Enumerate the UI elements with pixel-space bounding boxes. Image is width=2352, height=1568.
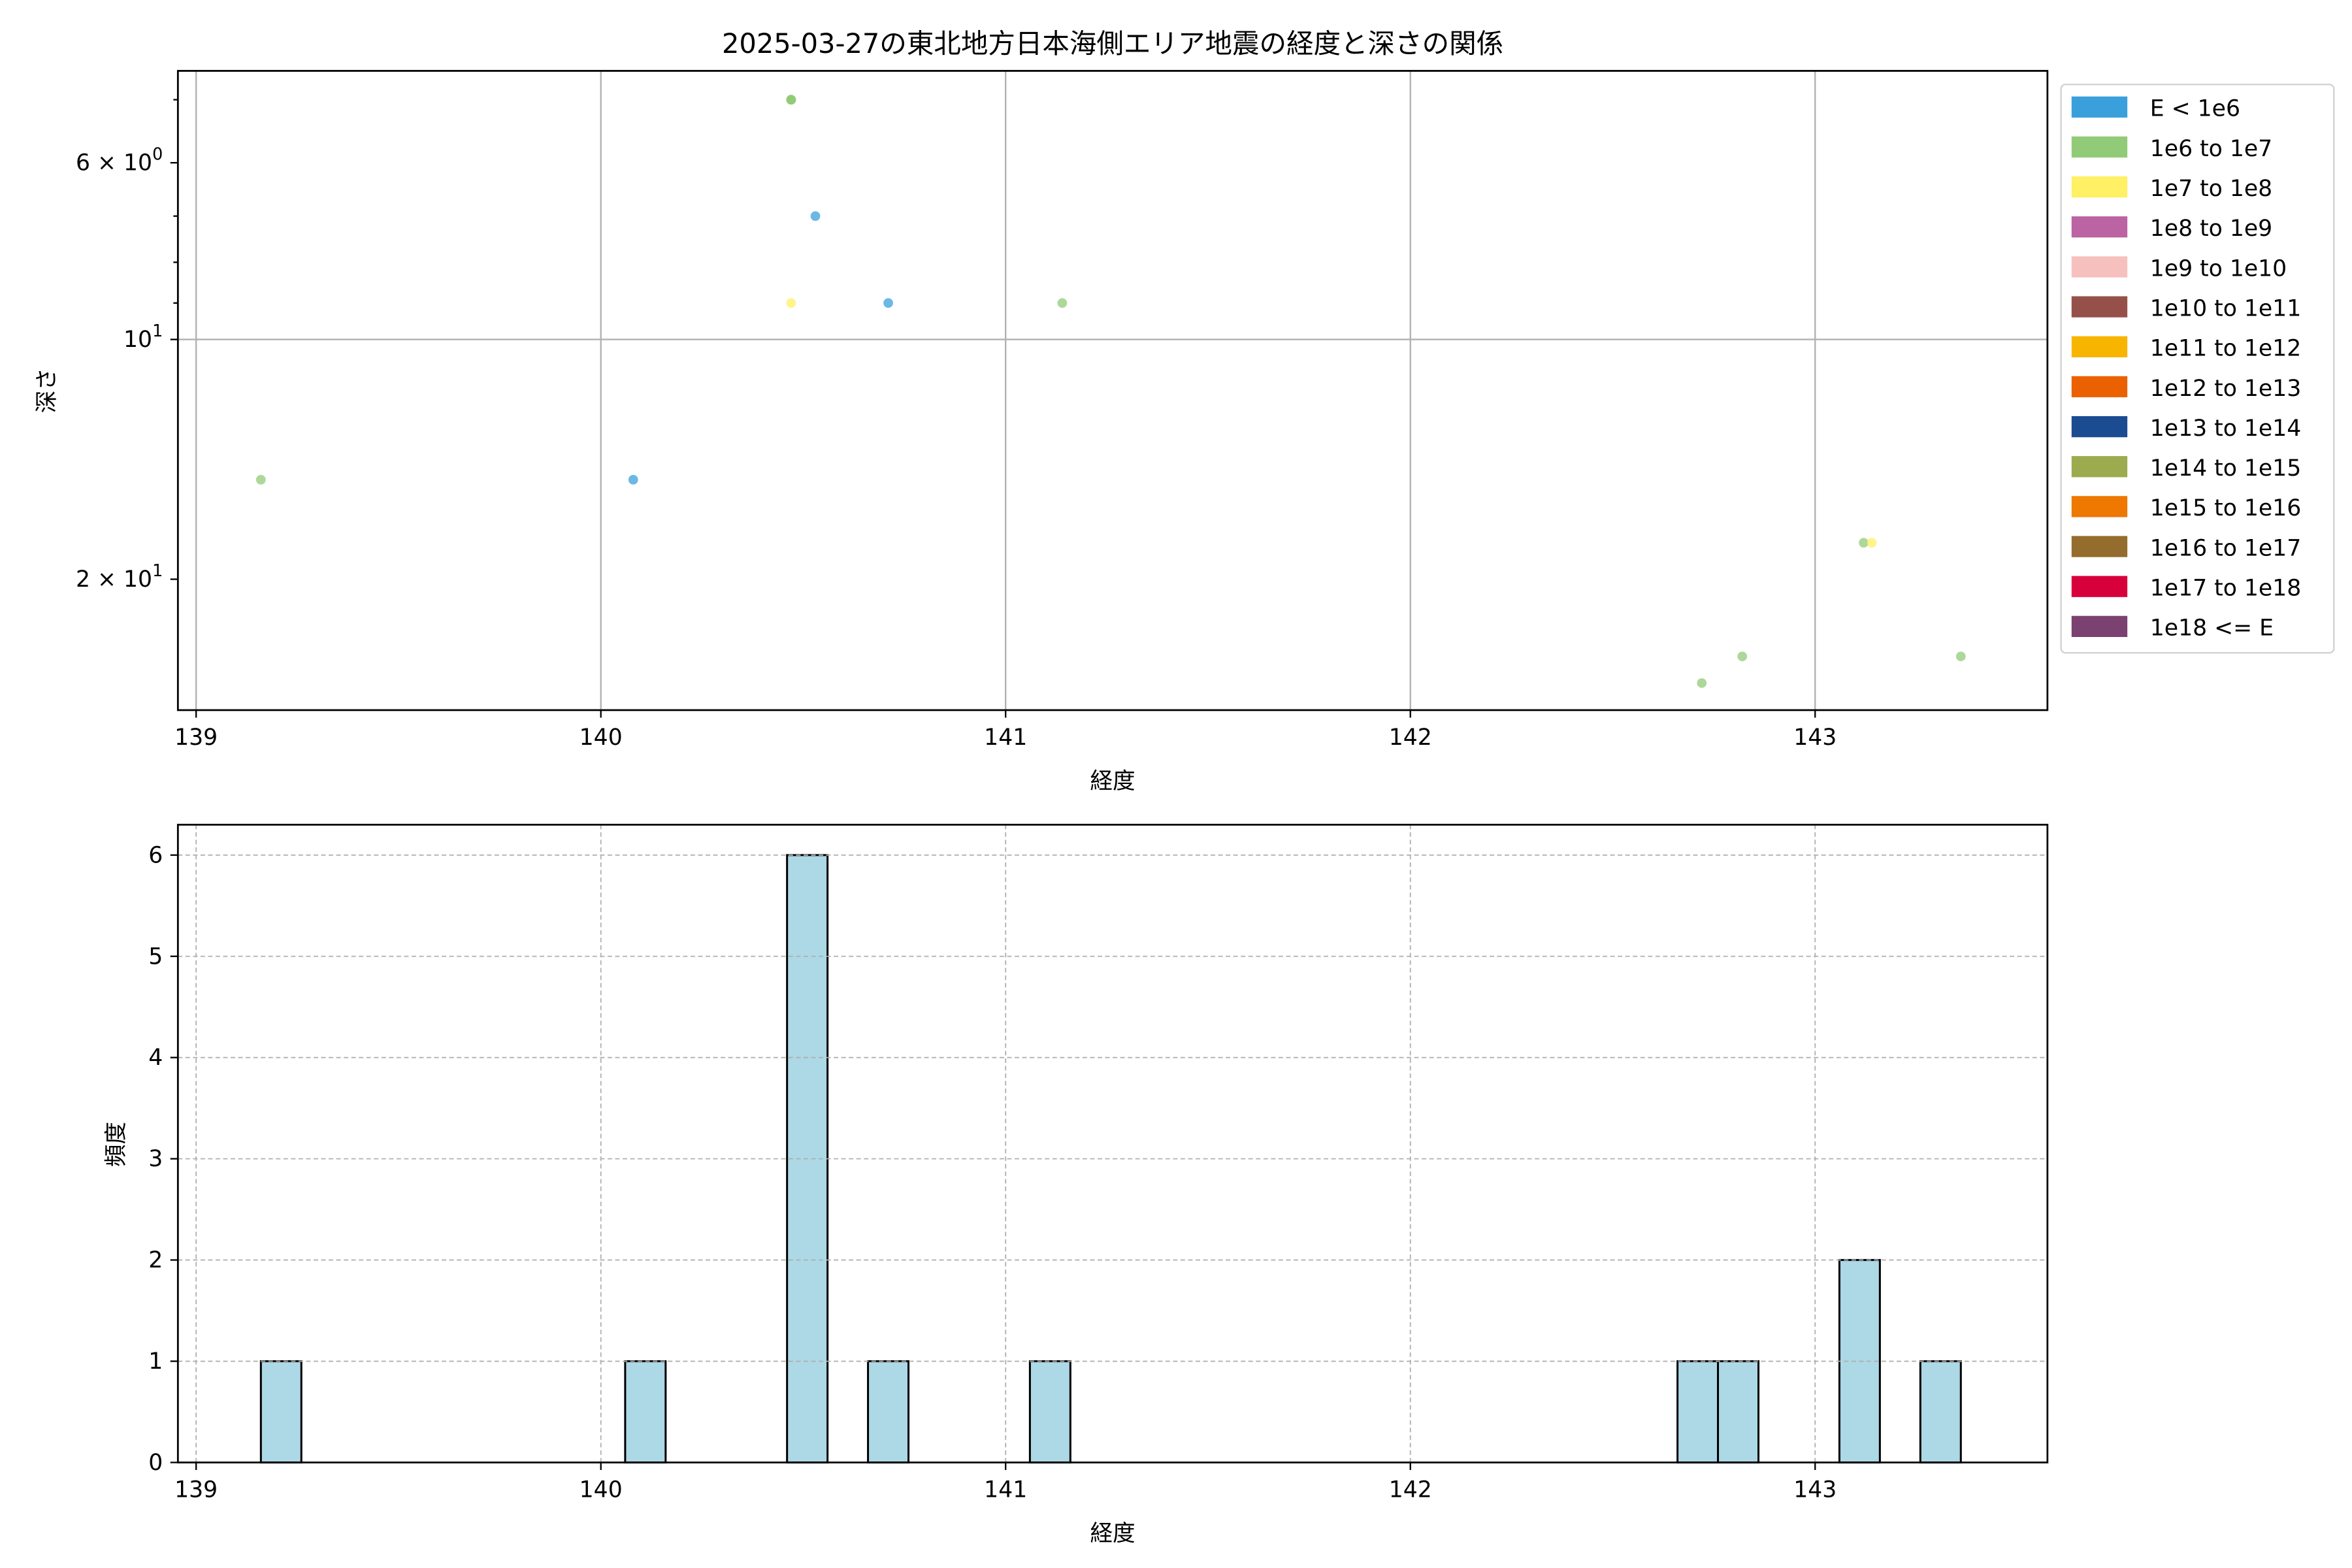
scatter-plot: 139 140 141 142 143 6 × 100 101 2 × 101 <box>76 70 2049 751</box>
x-tick-label: 143 <box>1793 1477 1837 1503</box>
legend-label: 1e7 to 1e8 <box>2150 176 2272 202</box>
legend-label: 1e13 to 1e14 <box>2150 416 2301 442</box>
histogram-bar <box>624 1360 667 1463</box>
y-tick-label: 3 <box>148 1146 163 1172</box>
hist-y-label: 頻度 <box>103 1122 129 1167</box>
histogram-bar <box>259 1360 302 1463</box>
legend-label: E < 1e6 <box>2150 96 2240 122</box>
y-tick-label: 4 <box>148 1045 163 1071</box>
histogram-bar <box>1919 1360 1962 1463</box>
scatter-y-label: 深さ <box>34 368 60 413</box>
plot-area <box>178 71 2048 710</box>
x-tick-label: 143 <box>1793 725 1837 751</box>
histogram-plot: 139 140 141 142 143 0 1 2 3 4 5 6 <box>148 823 2049 1503</box>
legend: E < 1e6 1e6 to 1e7 1e7 to 1e8 1e8 to 1e9 1e9… <box>2060 84 2335 654</box>
legend-label: 1e8 to 1e9 <box>2150 216 2272 242</box>
histogram-bar <box>1717 1360 1760 1463</box>
legend-swatch <box>2071 416 2128 438</box>
y-tick-label: 6 <box>148 842 163 868</box>
hist-x-label: 経度 <box>1090 1520 1135 1546</box>
x-tick-label: 142 <box>1389 725 1432 751</box>
data-point <box>786 298 796 308</box>
data-point <box>255 474 266 485</box>
x-tick-label: 140 <box>580 725 623 751</box>
legend-box <box>2060 84 2335 654</box>
y-tick-label: 2 <box>148 1247 163 1273</box>
legend-swatch <box>2071 376 2128 398</box>
legend-swatch <box>2071 615 2128 637</box>
legend-swatch <box>2071 176 2128 198</box>
legend-swatch <box>2071 296 2128 318</box>
plot-frame <box>176 70 2049 711</box>
legend-label: 1e9 to 1e10 <box>2150 255 2287 282</box>
data-point <box>1867 538 1877 548</box>
x-tick-label: 140 <box>580 1477 623 1503</box>
y-tick-label: 101 <box>123 321 163 353</box>
legend-label: 1e18 <= E <box>2150 615 2274 642</box>
legend-label: 1e16 to 1e17 <box>2150 535 2301 561</box>
scatter-x-label: 経度 <box>1090 768 1135 794</box>
x-tick-label: 139 <box>174 1477 218 1503</box>
data-point <box>1737 651 1748 662</box>
plot-frame <box>176 823 2049 1463</box>
data-point <box>786 95 796 105</box>
data-point <box>883 298 893 308</box>
legend-label: 1e6 to 1e7 <box>2150 136 2272 162</box>
x-tick-label: 142 <box>1389 1477 1432 1503</box>
legend-swatch <box>2071 456 2128 478</box>
data-point <box>810 211 821 221</box>
data-point <box>1955 651 1966 662</box>
y-tick-label: 2 × 101 <box>76 561 163 593</box>
y-tick-label: 0 <box>148 1450 163 1476</box>
chart-title: 2025-03-27の東北地方日本海側エリア地震の経度と深さの関係 <box>722 27 1503 59</box>
legend-swatch <box>2071 576 2128 597</box>
histogram-bar <box>1676 1360 1720 1463</box>
histogram-bar <box>1028 1360 1071 1463</box>
x-tick-label: 139 <box>174 725 218 751</box>
y-tick-label: 6 × 100 <box>76 144 163 176</box>
histogram-bar <box>867 1360 910 1463</box>
x-tick-label: 141 <box>984 1477 1027 1503</box>
legend-label: 1e12 to 1e13 <box>2150 376 2301 402</box>
legend-label: 1e11 to 1e12 <box>2150 336 2301 362</box>
y-tick-label: 5 <box>148 943 163 970</box>
data-point <box>1697 678 1707 688</box>
data-point <box>1057 298 1068 308</box>
legend-swatch <box>2071 536 2128 557</box>
legend-swatch <box>2071 256 2128 278</box>
legend-swatch <box>2071 336 2128 357</box>
x-tick-label: 141 <box>984 725 1027 751</box>
legend-label: 1e10 to 1e11 <box>2150 295 2301 321</box>
data-point <box>628 474 638 485</box>
y-tick-label: 1 <box>148 1348 163 1375</box>
legend-swatch <box>2071 216 2128 238</box>
legend-swatch <box>2071 496 2128 517</box>
plot-area <box>178 825 2048 1463</box>
legend-swatch <box>2071 96 2128 118</box>
legend-label: 1e15 to 1e16 <box>2150 495 2301 521</box>
legend-label: 1e17 to 1e18 <box>2150 576 2301 602</box>
data-point <box>1859 538 1869 548</box>
legend-swatch <box>2071 136 2128 158</box>
legend-label: 1e14 to 1e15 <box>2150 455 2301 482</box>
